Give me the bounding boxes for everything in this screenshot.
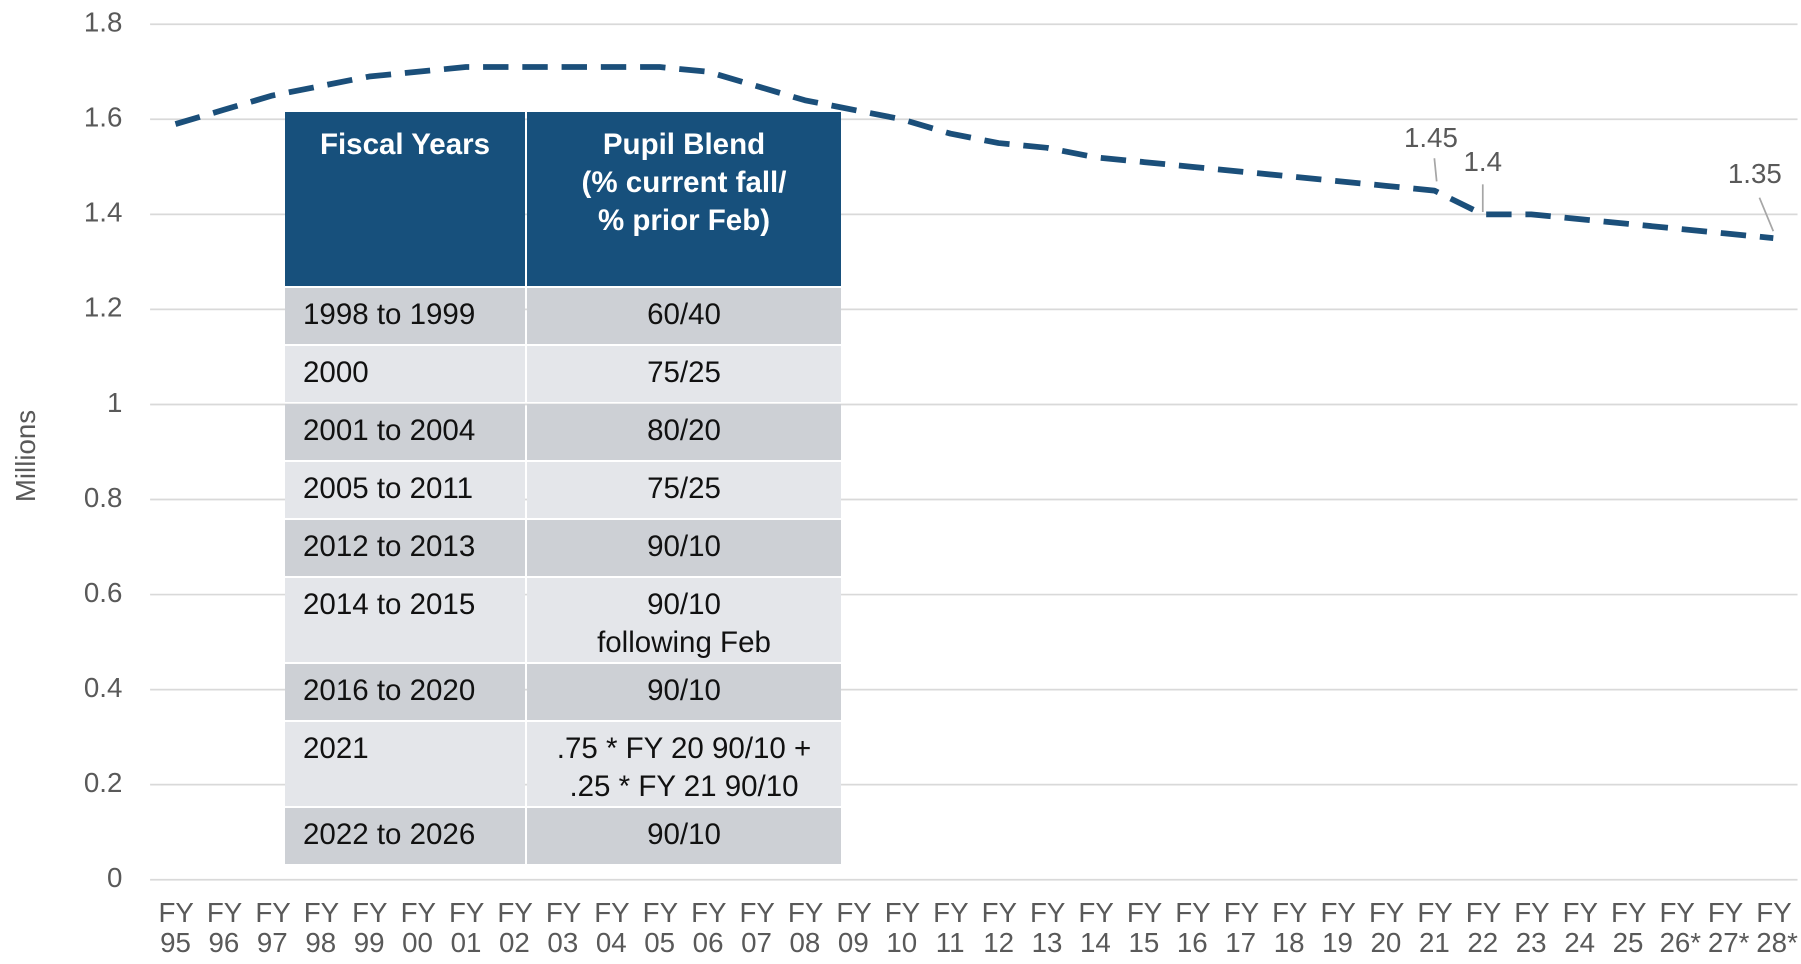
x-tick-label: FY 05 (642, 897, 679, 958)
table-cell: 90/10 following Feb (527, 578, 841, 662)
x-tick-label: FY 19 (1320, 897, 1356, 958)
table-row: 2000 75/25 (285, 346, 841, 402)
y-tick-label: 1.6 (84, 102, 123, 133)
table-cell: 1998 to 1999 (285, 288, 525, 344)
table-row: 2021.75 * FY 20 90/10 + .25 * FY 21 90/1… (285, 722, 841, 806)
x-tick-label: FY 13 (1030, 897, 1066, 958)
table-cell: 2014 to 2015 (285, 578, 525, 662)
data-label: 1.45 (1404, 122, 1458, 153)
y-axis-label: Millions (10, 410, 41, 502)
x-tick-label: FY 02 (497, 897, 533, 958)
data-label: 1.35 (1728, 158, 1782, 189)
x-tick-label: FY 97 (255, 897, 291, 958)
table-cell: 75/25 (527, 346, 841, 402)
x-tick-label: FY 98 (303, 897, 340, 958)
y-tick-label: 0.8 (84, 482, 123, 513)
x-tick-label: FY 27* (1707, 897, 1750, 958)
blend-table: Fiscal Years Pupil Blend (% current fall/… (283, 110, 843, 866)
x-tick-label: FY 04 (594, 897, 630, 958)
table-cell: 80/20 (527, 404, 841, 460)
table-cell: 60/40 (527, 288, 841, 344)
table-cell: 90/10 (527, 808, 841, 864)
x-tick-label: FY 06 (691, 897, 727, 958)
x-tick-label: FY 07 (739, 897, 775, 958)
x-tick-label: FY 11 (933, 897, 969, 958)
y-tick-label: 0.2 (84, 767, 123, 798)
x-tick-label: FY 24 (1562, 897, 1598, 958)
data-line (174, 64, 1774, 241)
table-row: 2014 to 2015 90/10 following Feb (285, 578, 841, 662)
table-cell: 2016 to 2020 (285, 664, 525, 720)
table-row: 1998 to 1999 60/40 (285, 288, 841, 344)
x-tick-label: FY 17 (1223, 897, 1260, 958)
table-cell: 90/10 (527, 520, 841, 576)
x-tick-label: FY 01 (448, 897, 485, 958)
header-cell: Fiscal Years (285, 112, 525, 286)
x-tick-label: FY 18 (1272, 897, 1308, 958)
x-tick-label: FY 96 (206, 897, 243, 958)
table-cell: 2022 to 2026 (285, 808, 525, 864)
table-row: 2005 to 2011 75/25 (285, 462, 841, 518)
y-tick-label: 0.6 (84, 577, 123, 608)
table-cell: 2005 to 2011 (285, 462, 525, 518)
y-tick-label: 0.4 (84, 672, 123, 703)
x-tick-label: FY 15 (1126, 897, 1163, 958)
table-row: 2001 to 2004 80/20 (285, 404, 841, 460)
table-cell: 2012 to 2013 (285, 520, 525, 576)
y-tick-label: 1.4 (84, 197, 123, 228)
x-tick-label: FY 21 (1417, 897, 1453, 958)
table-row: 2012 to 2013 90/10 (285, 520, 841, 576)
leader-line (1758, 197, 1775, 232)
x-tick-label: FY 10 (884, 897, 921, 958)
table-row: 2022 to 2026 90/10 (285, 808, 841, 864)
x-tick-label: FY 09 (836, 897, 872, 958)
x-tick-label: FY 20 (1368, 897, 1405, 958)
x-tick-label: FY 23 (1514, 897, 1550, 958)
y-tick-label: 1 (107, 387, 122, 418)
x-tick-label: FY 14 (1078, 897, 1114, 958)
table-cell: .75 * FY 20 90/10 + .25 * FY 21 90/10 (527, 722, 841, 806)
x-tick-label: FY 00 (400, 897, 436, 958)
x-tick-label: FY 99 (352, 897, 388, 958)
table-cell: 75/25 (527, 462, 841, 518)
x-tick-label: FY 12 (981, 897, 1017, 958)
table-cell: 2021 (285, 722, 525, 806)
y-tick-label: 1.2 (84, 292, 123, 323)
x-tick-label: FY 22 (1465, 897, 1502, 958)
y-tick-label: 0 (107, 862, 122, 893)
y-tick-label: 1.8 (84, 7, 123, 38)
leader-line (1433, 158, 1438, 182)
header-cell: Pupil Blend (% current fall/ % prior Feb… (527, 112, 841, 286)
table-row: 2016 to 2020 90/10 (285, 664, 841, 720)
x-tick-label: FY 28* (1756, 897, 1798, 958)
x-tick-label: FY 03 (545, 897, 582, 958)
x-tick-label: FY 16 (1175, 897, 1211, 958)
table-header-row: Fiscal Years Pupil Blend (% current fall/… (285, 112, 841, 286)
x-tick-label: FY 26* (1659, 897, 1702, 958)
x-tick-label: FY 95 (158, 897, 194, 958)
table-cell: 2001 to 2004 (285, 404, 525, 460)
table-cell: 90/10 (527, 664, 841, 720)
x-tick-label: FY 08 (787, 897, 824, 958)
table-cell: 2000 (285, 346, 525, 402)
x-tick-label: FY 25 (1611, 897, 1647, 958)
data-label: 1.4 (1464, 146, 1503, 177)
